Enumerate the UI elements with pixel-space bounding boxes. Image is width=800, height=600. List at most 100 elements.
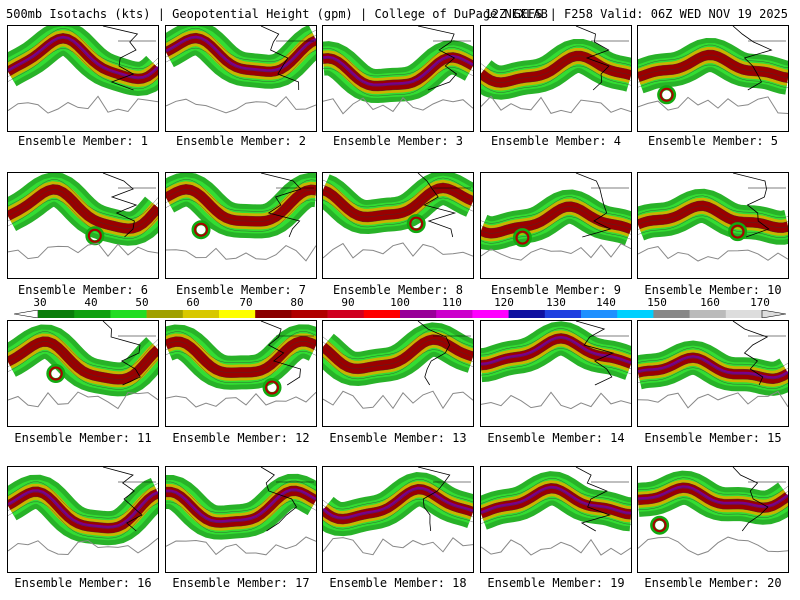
jet-stream-map [166, 321, 316, 408]
height-contour [8, 341, 158, 380]
height-contour [481, 211, 631, 239]
ensemble-member-label: Ensemble Member: 13 [329, 431, 467, 445]
ensemble-panel [480, 172, 632, 279]
ensemble-panel [7, 466, 159, 573]
colorbar-segment [689, 310, 727, 318]
colorbar-tick-label: 90 [341, 296, 355, 309]
ensemble-member-label: Ensemble Member: 11 [14, 431, 152, 445]
coastline [417, 26, 458, 91]
ensemble-member-label: Ensemble Member: 20 [644, 576, 782, 590]
height-contour [166, 351, 316, 383]
height-contour [166, 37, 316, 72]
isotach-band-purple [166, 488, 316, 524]
coastline [102, 173, 138, 238]
height-contour [166, 490, 316, 523]
height-contour [638, 215, 788, 238]
height-contour [8, 481, 158, 519]
coastline [417, 173, 457, 238]
colorbar-segment [219, 310, 256, 318]
ensemble-panel [7, 320, 159, 427]
colorbar-segment [110, 310, 147, 318]
colorbar [14, 310, 786, 318]
height-contour [481, 60, 631, 88]
jet-stream-map [638, 467, 788, 556]
ensemble-member-label: Ensemble Member: 6 [17, 283, 149, 297]
colorbar-segment [544, 310, 582, 318]
ensemble-member-label: Ensemble Member: 17 [172, 576, 310, 590]
coastline [417, 467, 451, 532]
height-contour [638, 59, 788, 84]
ensemble-member-label: Ensemble Member: 8 [332, 283, 464, 297]
colorbar-segment [725, 310, 763, 318]
ensemble-panel [165, 25, 317, 132]
height-contour [481, 498, 631, 525]
gray-contour [8, 391, 158, 410]
colorbar-labels: 30 40 50 60 70 80 90 100 110 120 130 140 150 160 170 [0, 296, 800, 309]
coastline [575, 467, 611, 532]
colorbar-tick-label: 130 [546, 296, 566, 309]
isotach-band-purple [638, 355, 788, 380]
ensemble-member-label: Ensemble Member: 3 [332, 134, 464, 148]
ensemble-panel [7, 172, 159, 279]
jet-stream-map [8, 173, 158, 260]
height-contour [638, 44, 788, 69]
ensemble-panel [165, 172, 317, 279]
jet-stream-map [481, 467, 631, 556]
height-contour [8, 43, 158, 85]
colorbar-tick-label: 140 [596, 296, 616, 309]
vortex-core [48, 366, 63, 381]
height-contour [638, 482, 788, 503]
height-contour [638, 195, 788, 218]
height-contour [323, 177, 473, 208]
height-contour [166, 32, 316, 67]
height-contour [8, 179, 158, 219]
height-contour [481, 206, 631, 234]
ensemble-member-label: Ensemble Member: 16 [14, 576, 152, 590]
colorbar-segment [581, 310, 618, 318]
colorbar-tick-label: 50 [135, 296, 149, 309]
height-contour [481, 483, 631, 510]
height-contour [638, 362, 788, 385]
height-contour [481, 333, 631, 361]
coastline [260, 321, 301, 386]
height-contour [638, 64, 788, 89]
colorbar-max-arrow [761, 310, 786, 318]
height-contour [638, 205, 788, 228]
colorbar-segment [291, 310, 328, 318]
height-contour [323, 488, 473, 520]
coastline [102, 321, 141, 386]
gray-contour [638, 96, 788, 114]
vortex-core [265, 380, 280, 395]
colorbar-segment [653, 310, 690, 318]
coastline [732, 26, 773, 91]
height-contour [8, 486, 158, 524]
colorbar-segment [400, 310, 437, 318]
jet-stream-map [323, 26, 473, 115]
height-contour [481, 50, 631, 78]
coastline [732, 467, 769, 532]
height-contour [8, 351, 158, 390]
height-contour [638, 54, 788, 79]
colorbar-segment [617, 310, 654, 318]
ensemble-panel [322, 466, 474, 573]
isotach-band-purple [8, 35, 158, 80]
height-contour [166, 27, 316, 62]
colorbar-tick-label: 150 [647, 296, 667, 309]
gray-contour [638, 390, 788, 409]
height-contour [8, 331, 158, 370]
colorbar-tick-label: 60 [186, 296, 200, 309]
isotach-band-purple [481, 485, 631, 515]
height-contour [166, 485, 316, 518]
jet-stream-map [323, 467, 473, 556]
height-contour [481, 488, 631, 515]
height-contour [323, 478, 473, 510]
height-contour [638, 497, 788, 518]
height-contour [638, 352, 788, 375]
isotach-band-purple [323, 54, 473, 87]
isotach-band-purple [8, 489, 158, 529]
colorbar-segment [255, 310, 292, 318]
jet-stream-map [481, 26, 631, 114]
colorbar-segment [182, 310, 220, 318]
vortex-core [194, 222, 209, 237]
ensemble-panel [165, 466, 317, 573]
